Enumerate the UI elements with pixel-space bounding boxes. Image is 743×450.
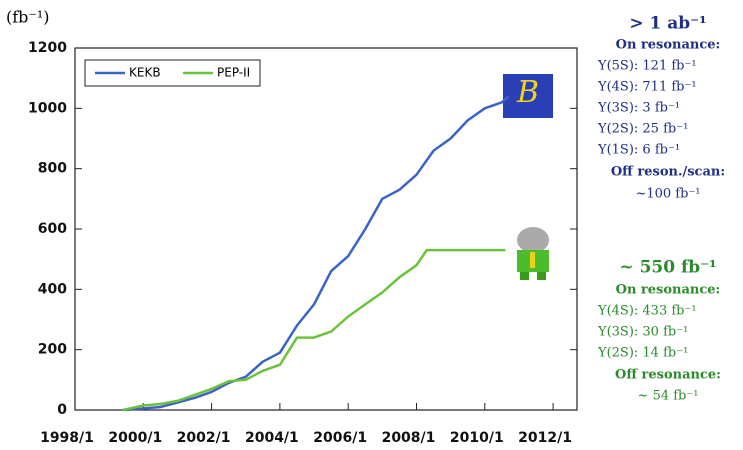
x-tick-label: 2006/1: [313, 430, 367, 446]
y-tick-label: 800: [38, 161, 67, 177]
note-pep: ~ 54 fb⁻¹: [638, 389, 699, 404]
y-tick-label: 1200: [28, 40, 67, 56]
legend-label: KEKB: [129, 66, 161, 80]
series-line: [122, 95, 510, 412]
y-tick-label: 1000: [28, 100, 67, 116]
note-kekb: Off reson./scan:: [611, 165, 725, 180]
note-kekb: > 1 ab⁻¹: [629, 14, 706, 34]
note-kekb: Υ(5S): 121 fb⁻¹: [597, 59, 697, 74]
belle-logo: B: [503, 74, 553, 118]
legend-label: PEP-II: [217, 66, 250, 80]
x-tick-label: 2004/1: [245, 430, 299, 446]
note-kekb: On resonance:: [616, 38, 721, 53]
babar-icon: [517, 227, 549, 280]
note-pep: Off resonance:: [615, 368, 721, 383]
x-tick-label: 2010/1: [450, 430, 504, 446]
note-pep: Υ(3S): 30 fb⁻¹: [597, 325, 688, 340]
note-kekb: Υ(3S): 3 fb⁻¹: [597, 101, 680, 116]
series-line: [122, 248, 506, 412]
x-tick-label: 2002/1: [177, 430, 231, 446]
note-pep: On resonance:: [616, 283, 721, 298]
note-kekb: Υ(4S): 711 fb⁻¹: [597, 80, 697, 95]
y-tick-label: 600: [38, 221, 67, 237]
y-tick-label: 0: [57, 402, 67, 418]
y-axis-label: (fb⁻¹): [6, 8, 50, 27]
note-pep: ~ 550 fb⁻¹: [619, 258, 716, 278]
note-kekb: Υ(1S): 6 fb⁻¹: [597, 143, 680, 158]
svg-text:B: B: [516, 75, 539, 110]
note-kekb: Υ(2S): 25 fb⁻¹: [597, 122, 688, 137]
x-tick-label: 1998/1: [40, 430, 94, 446]
y-tick-label: 200: [38, 342, 67, 358]
x-tick-label: 2000/1: [108, 430, 162, 446]
x-tick-label: 2008/1: [382, 430, 436, 446]
note-pep: Υ(4S): 433 fb⁻¹: [597, 304, 697, 319]
x-tick-label: 2012/1: [518, 430, 572, 446]
note-kekb: ~100 fb⁻¹: [635, 187, 700, 202]
y-tick-label: 400: [38, 281, 67, 297]
note-pep: Υ(2S): 14 fb⁻¹: [597, 346, 688, 361]
